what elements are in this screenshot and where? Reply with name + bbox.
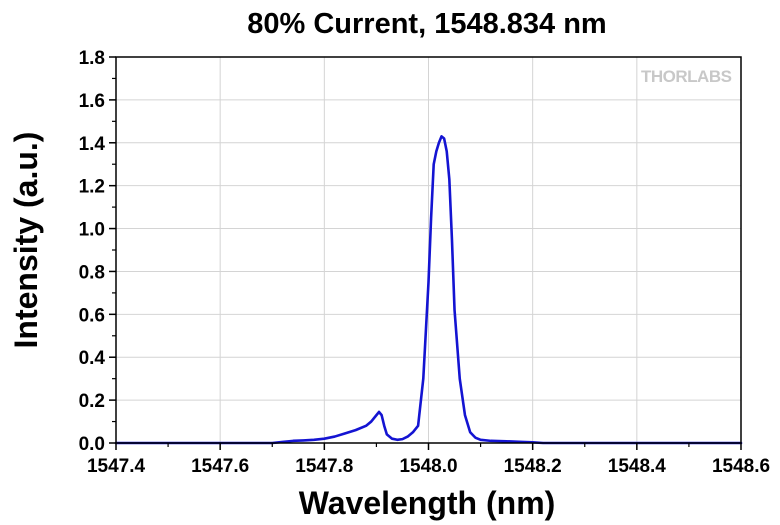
- y-tick-label: 1.6: [79, 91, 105, 112]
- y-tick-label: 0.4: [79, 348, 106, 369]
- x-tick-label: 1547.8: [295, 456, 353, 477]
- y-tick-label: 1.2: [79, 177, 105, 198]
- y-tick-label: 1.0: [79, 220, 105, 241]
- x-tick-label: 1548.2: [504, 456, 562, 477]
- axis-ticks: 1547.4 1547.6 1547.8 1548.0 1548.2 1548.4 1548…: [79, 48, 770, 477]
- x-axis-label: Wavelength (nm): [299, 485, 556, 521]
- y-tick-label: 0.6: [79, 305, 105, 326]
- chart-title: 80% Current, 1548.834 nm: [247, 8, 606, 40]
- x-tick-label: 1547.4: [87, 456, 146, 477]
- x-tick-label: 1547.6: [191, 456, 249, 477]
- y-axis-label: Intensity (a.u.): [8, 132, 44, 349]
- y-tick-label: 0.0: [79, 434, 105, 455]
- y-tick-label: 1.8: [79, 48, 105, 69]
- spectrum-series-line: [114, 135, 743, 445]
- x-tick-label: 1548.4: [608, 456, 667, 477]
- y-tick-label: 0.2: [79, 391, 105, 412]
- y-tick-label: 0.8: [79, 262, 105, 283]
- thorlabs-watermark: THORLABS: [641, 67, 732, 86]
- y-tick-label: 1.4: [79, 134, 106, 155]
- x-tick-label: 1548.6: [712, 456, 770, 477]
- x-tick-label: 1548.0: [399, 456, 457, 477]
- series-layer: [114, 135, 743, 445]
